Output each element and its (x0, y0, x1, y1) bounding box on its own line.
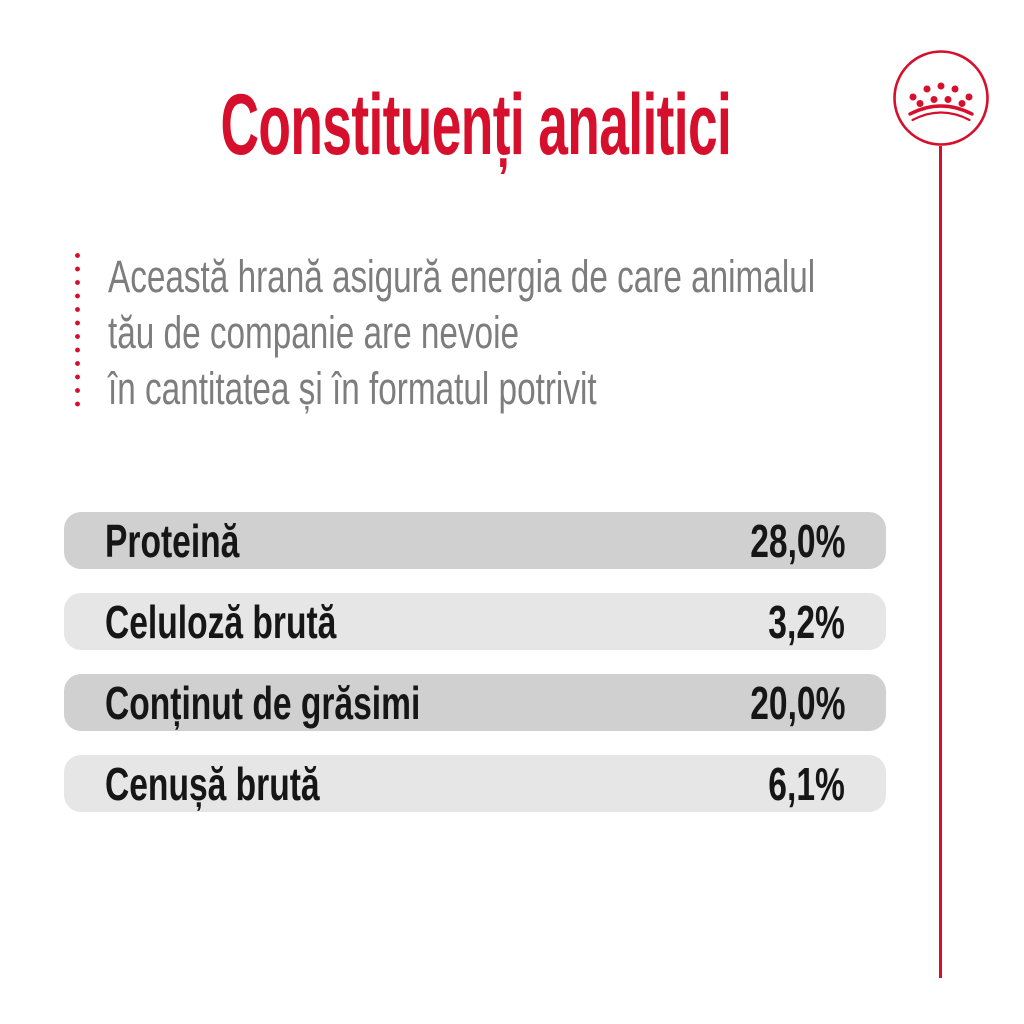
intro-line-2: tău de companie are nevoie (108, 305, 1024, 361)
nutrient-label: Cenușă brută (105, 757, 320, 810)
vertical-accent-line (939, 146, 942, 978)
nutrient-value: 6,1% (768, 757, 845, 810)
nutrient-label: Proteină (105, 514, 240, 567)
nutrient-table: Proteină 28,0% Celuloză brută 3,2% Conți… (64, 512, 886, 836)
nutrient-row-protein: Proteină 28,0% (64, 512, 886, 569)
page-title: Constituenți analitici (220, 77, 732, 173)
nutrient-row-ash: Cenușă brută 6,1% (64, 755, 886, 812)
nutrient-value: 3,2% (768, 595, 845, 648)
intro-paragraph: Această hrană asigură energia de care an… (108, 249, 1024, 417)
nutrient-row-fat: Conținut de grăsimi 20,0% (64, 674, 886, 731)
nutrient-label: Celuloză brută (105, 595, 337, 648)
nutrient-value: 20,0% (749, 676, 845, 729)
intro-line-1: Această hrană asigură energia de care an… (108, 249, 1024, 305)
intro-line-2-text: tău de companie are nevoie (108, 307, 519, 358)
intro-line-3: în cantitatea și în formatul potrivit (108, 361, 1024, 417)
royal-canin-logo-badge (891, 48, 991, 148)
dotted-accent-line (74, 252, 81, 410)
nutrient-value: 28,0% (749, 514, 845, 567)
intro-line-3-text: în cantitatea și în formatul potrivit (108, 363, 597, 414)
nutrient-row-fibre: Celuloză brută 3,2% (64, 593, 886, 650)
title-wrap: Constituenți analitici (0, 76, 952, 175)
intro-line-1-text: Această hrană asigură energia de care an… (108, 251, 816, 302)
crown-icon (893, 50, 989, 146)
nutrient-label: Conținut de grăsimi (105, 676, 421, 729)
